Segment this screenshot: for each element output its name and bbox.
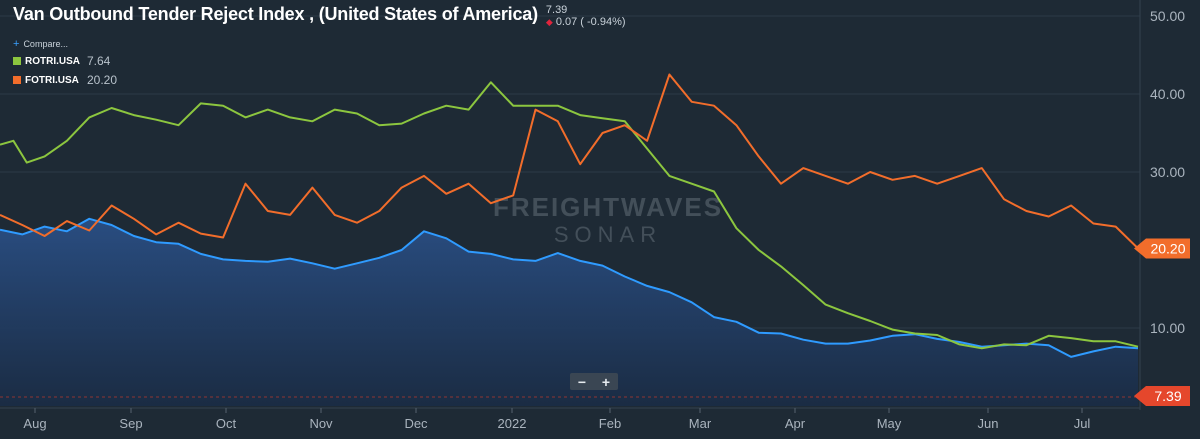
change-text: 0.07 ( -0.94%): [555, 16, 626, 28]
compare-label: Compare...: [23, 39, 68, 49]
y-tick-label: 10.00: [1150, 320, 1185, 336]
x-tick-label: 2022: [498, 416, 527, 431]
zoom-in-button[interactable]: +: [601, 373, 611, 390]
legend-value: 20.20: [87, 73, 118, 87]
price-tags: 20.20 7.39: [1134, 238, 1190, 406]
price-tag: [1134, 238, 1190, 259]
watermark-line2: SONAR: [554, 222, 662, 247]
y-tick-label: 30.00: [1150, 164, 1185, 180]
x-tick-label: Sep: [119, 416, 142, 431]
legend-item-fotri[interactable]: FOTRI.USA 20.20: [13, 72, 117, 88]
series-layer: [0, 73, 1139, 406]
x-tick-label: Jul: [1074, 416, 1091, 431]
x-tick-label: Dec: [404, 416, 428, 431]
last-value: 7.39: [545, 4, 568, 16]
legend-name: ROTRI.USA: [25, 55, 80, 67]
plus-icon: +: [13, 38, 20, 50]
compare-button[interactable]: + Compare...: [13, 38, 117, 50]
x-tick-label: Feb: [599, 416, 621, 431]
x-tick-label: Aug: [23, 416, 46, 431]
legend-item-rotri[interactable]: ROTRI.USA 7.64: [13, 53, 117, 69]
x-tick-label: May: [877, 416, 902, 431]
down-arrow-icon: ◆: [545, 17, 553, 27]
price-tag-label: 20.20: [1150, 240, 1185, 256]
legend: + Compare... ROTRI.USA 7.64 FOTRI.USA 20.…: [13, 38, 117, 88]
series-area-fill: [0, 218, 1138, 406]
y-axis: 50.00 40.00 30.00 10.00: [1139, 0, 1185, 410]
series-line-fotri: [0, 73, 1139, 250]
watermark: FREIGHTWAVES SONAR: [493, 192, 723, 247]
y-tick-label: 50.00: [1150, 8, 1185, 24]
x-tick-label: Apr: [785, 416, 806, 431]
legend-swatch: [13, 76, 21, 84]
watermark-line1: FREIGHTWAVES: [493, 192, 723, 222]
y-tick-label: 40.00: [1150, 86, 1185, 102]
x-tick-label: Oct: [216, 416, 237, 431]
zoom-out-button[interactable]: −: [577, 373, 587, 390]
zoom-controls: − +: [570, 373, 618, 390]
change-block: 7.39 ◆ 0.07 ( -0.94%): [546, 4, 626, 28]
chart-title: Van Outbound Tender Reject Index , (Unit…: [13, 4, 538, 24]
chart-header: Van Outbound Tender Reject Index , (Unit…: [13, 4, 626, 28]
x-tick-label: Jun: [978, 416, 999, 431]
price-tag-label: 7.39: [1154, 388, 1181, 404]
legend-swatch: [13, 57, 21, 65]
x-tick-label: Mar: [689, 416, 712, 431]
price-tag: [1134, 386, 1190, 406]
series-line-rotri: [0, 81, 1139, 350]
change-value: ◆ 0.07 ( -0.94%): [546, 16, 626, 28]
legend-value: 7.64: [87, 54, 111, 68]
legend-name: FOTRI.USA: [25, 74, 79, 86]
x-tick-label: Nov: [309, 416, 333, 431]
x-axis: Aug Sep Oct Nov Dec 2022 Feb Mar Apr May Jun Jul: [0, 407, 1140, 431]
